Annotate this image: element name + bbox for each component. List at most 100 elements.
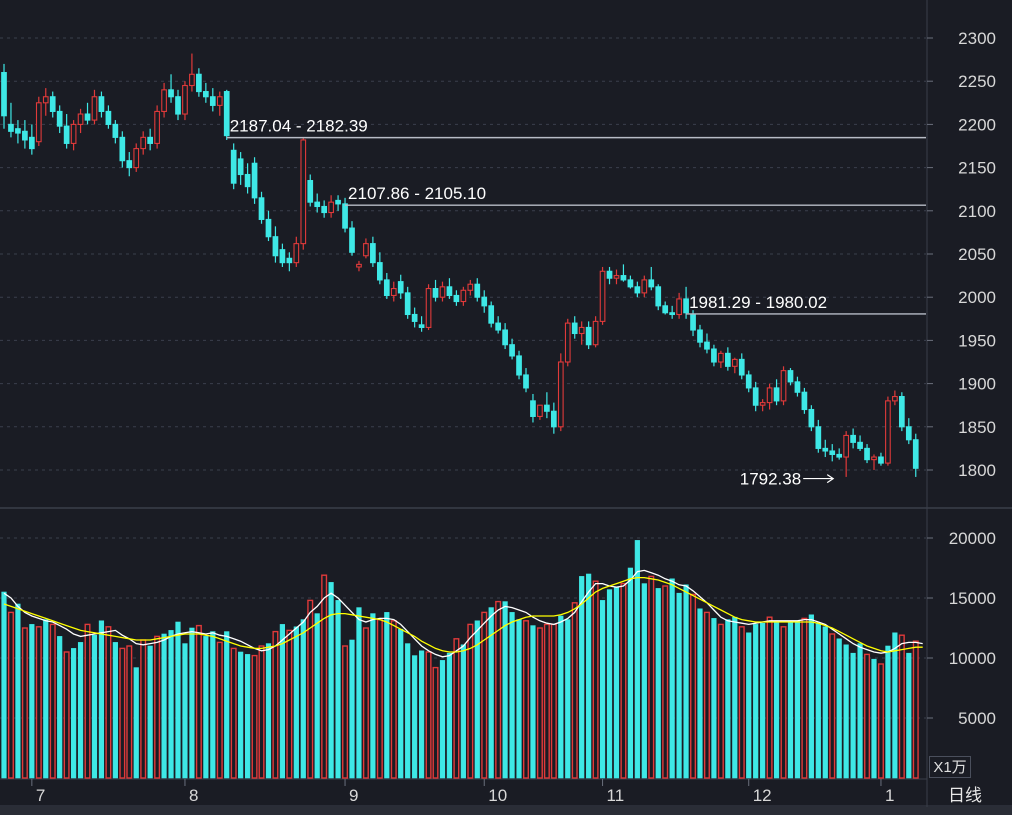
volume-bar: [203, 636, 209, 779]
candle-body: [425, 288, 432, 328]
volume-bar: [189, 627, 195, 779]
candle-body: [209, 96, 216, 106]
candle-body: [189, 73, 195, 87]
candle-body: [718, 352, 724, 363]
candle-body: [28, 136, 35, 150]
volume-bar: [885, 645, 891, 779]
volume-bar: [405, 643, 411, 779]
candle-body: [84, 113, 91, 121]
volume-bar: [641, 583, 647, 779]
indicator-tab-strip[interactable]: [0, 807, 1012, 815]
volume-bar: [230, 647, 237, 779]
candle-body: [530, 400, 536, 417]
candle-body: [912, 439, 919, 469]
volume-bar: [697, 608, 703, 779]
volume-bar: [7, 611, 14, 779]
candle-body: [648, 279, 655, 288]
volume-bar: [71, 648, 77, 779]
candle-body: [690, 313, 696, 331]
candle-body: [613, 275, 620, 279]
volume-bar: [29, 624, 35, 779]
candle-body: [35, 102, 42, 143]
volume-bar: [808, 614, 814, 779]
month-tick-label: 12: [753, 786, 772, 805]
candle-body: [314, 201, 321, 208]
volume-bar: [717, 623, 724, 779]
candle-body: [56, 110, 63, 127]
volume-bar: [787, 621, 794, 779]
volume-bar: [195, 624, 202, 779]
candle-body: [418, 324, 425, 328]
candle-body: [738, 358, 745, 376]
volume-bar: [857, 643, 863, 779]
candle-body: [634, 286, 641, 294]
candle-body: [801, 391, 808, 411]
volume-bar: [279, 624, 286, 779]
candle-body: [523, 374, 529, 389]
candle-body: [585, 326, 592, 346]
price-annotations: 2187.04 - 2182.39 2107.86 - 2105.10 1981.2…: [226, 117, 926, 489]
candle-body: [140, 136, 147, 150]
candle-body: [202, 91, 209, 98]
candle-body: [878, 456, 884, 464]
volume-bar: [829, 633, 836, 779]
price-candles: [1, 53, 919, 477]
candle-body: [564, 322, 571, 363]
volume-bar: [760, 622, 766, 779]
volume-bar: [216, 641, 223, 779]
candle-body: [836, 453, 843, 458]
volume-bar: [293, 626, 299, 779]
volume-bar: [481, 611, 488, 779]
candle-body: [481, 296, 488, 307]
candle-body: [599, 270, 606, 322]
volume-bar: [613, 586, 620, 779]
volume-bar: [112, 642, 118, 779]
volume-bar: [502, 601, 508, 779]
candle-body: [606, 270, 613, 279]
candle-body: [857, 441, 863, 449]
volume-bar: [773, 620, 780, 779]
candle-body: [390, 288, 397, 297]
candle-body: [196, 73, 202, 93]
candle-body: [655, 286, 662, 307]
volume-bar: [265, 643, 272, 779]
volume-bar: [530, 625, 536, 779]
volume-bar: [224, 631, 230, 779]
month-tick-label: 10: [488, 786, 507, 805]
volume-bar: [843, 644, 849, 779]
volume-tick-label: 20000: [949, 529, 996, 548]
candle-body: [711, 348, 717, 363]
volume-bar: [314, 613, 320, 779]
volume-bar: [550, 623, 557, 779]
volume-bar: [300, 619, 306, 779]
candle-body: [724, 352, 731, 367]
candle-body: [453, 294, 460, 303]
volume-bar: [676, 592, 682, 779]
volume-bar: [15, 603, 21, 779]
volume-bar: [356, 607, 362, 779]
candle-body: [432, 288, 439, 298]
candle-body: [223, 91, 230, 137]
volume-bar: [746, 632, 752, 779]
volume-bar: [606, 589, 613, 779]
candle-body: [133, 148, 140, 169]
volume-bar: [822, 626, 828, 779]
candle-body: [376, 262, 383, 281]
volume-bar: [836, 638, 842, 779]
volume-bar: [98, 620, 105, 779]
candle-body: [411, 313, 418, 322]
period-daily-button[interactable]: 日线: [948, 786, 982, 805]
candle-body: [773, 387, 780, 402]
candle-body: [905, 426, 912, 441]
volume-bar: [794, 620, 801, 779]
candle-body: [731, 358, 738, 367]
candle-body: [683, 298, 689, 314]
volume-bar: [182, 643, 188, 779]
candle-body: [272, 236, 279, 257]
candle-body: [370, 243, 376, 264]
volume-bar: [725, 619, 731, 779]
candle-body: [105, 110, 112, 125]
candle-body: [467, 283, 474, 291]
volume-bar: [432, 666, 439, 779]
